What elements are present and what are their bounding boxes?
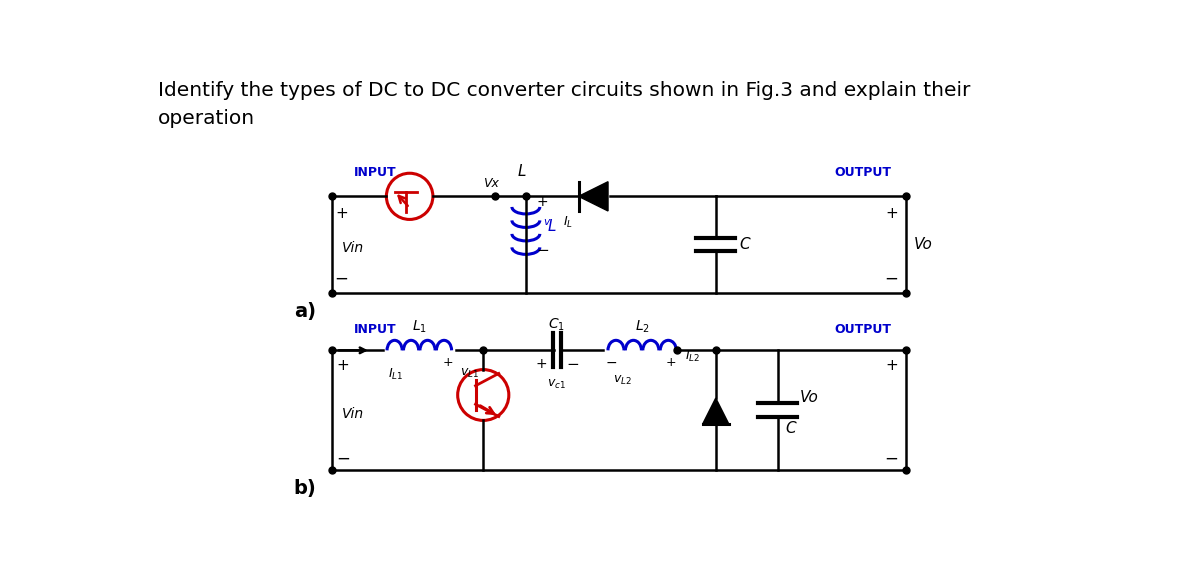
Text: OUTPUT: OUTPUT xyxy=(834,324,892,336)
Text: $I_L$: $I_L$ xyxy=(564,215,574,230)
Text: b): b) xyxy=(294,479,317,498)
Text: operation: operation xyxy=(157,109,254,128)
Text: Identify the types of DC to DC converter circuits shown in Fig.3 and explain the: Identify the types of DC to DC converter… xyxy=(157,81,970,100)
Text: +: + xyxy=(336,358,349,373)
Text: Vo: Vo xyxy=(913,237,932,252)
Text: Vin: Vin xyxy=(342,242,364,255)
Text: +: + xyxy=(886,206,898,221)
Polygon shape xyxy=(578,182,608,211)
Text: a): a) xyxy=(294,302,316,321)
Text: −: − xyxy=(884,449,899,467)
Text: Vx: Vx xyxy=(484,177,499,190)
Text: $v_{c1}$: $v_{c1}$ xyxy=(547,378,566,391)
Text: +: + xyxy=(536,195,548,210)
Text: −: − xyxy=(536,243,550,258)
Text: −: − xyxy=(335,270,348,288)
Text: +: + xyxy=(335,206,348,221)
Text: +: + xyxy=(535,357,547,371)
Text: $v_{L1}$: $v_{L1}$ xyxy=(460,367,479,380)
Text: $^v\!L$: $^v\!L$ xyxy=(542,219,557,235)
Text: $I_{L2}$: $I_{L2}$ xyxy=(685,349,700,364)
Text: $v_{L2}$: $v_{L2}$ xyxy=(613,373,632,387)
Text: INPUT: INPUT xyxy=(354,166,396,179)
Text: −: − xyxy=(566,357,578,372)
Text: +: + xyxy=(443,356,454,369)
Text: −: − xyxy=(336,449,350,467)
Text: C: C xyxy=(739,237,750,252)
Text: OUTPUT: OUTPUT xyxy=(834,166,892,179)
Text: +: + xyxy=(666,356,676,369)
Text: Vo: Vo xyxy=(799,390,818,405)
Text: $L_2$: $L_2$ xyxy=(635,319,649,335)
Text: $I_{L1}$: $I_{L1}$ xyxy=(388,367,403,383)
Text: $L_1$: $L_1$ xyxy=(412,319,427,335)
Text: −: − xyxy=(884,270,899,288)
Text: −: − xyxy=(605,356,617,369)
Text: INPUT: INPUT xyxy=(354,324,396,336)
Text: +: + xyxy=(886,358,898,373)
Text: Vin: Vin xyxy=(342,407,364,421)
Text: $C_1$: $C_1$ xyxy=(548,317,565,333)
Polygon shape xyxy=(702,398,728,424)
Text: L: L xyxy=(517,164,527,179)
Text: C: C xyxy=(786,421,796,436)
